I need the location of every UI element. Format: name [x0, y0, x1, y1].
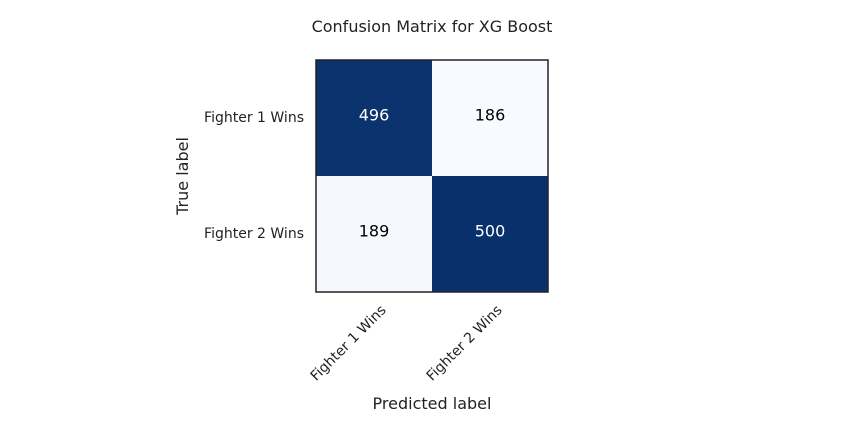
cell-value-label-1-1: 500: [475, 222, 506, 241]
heatmap-cell-0-1: [432, 60, 548, 176]
chart-title: Confusion Matrix for XG Boost: [312, 17, 553, 36]
cell-value-label-0-0: 496: [359, 106, 390, 125]
x-tick-label-0: Fighter 1 Wins: [308, 302, 390, 384]
y-axis-label: True label: [173, 137, 192, 216]
y-tick-label-0: Fighter 1 Wins: [204, 110, 304, 126]
y-tick-label-1: Fighter 2 Wins: [204, 226, 304, 242]
cell-value-label-1-0: 189: [359, 222, 390, 241]
heatmap-cells: 496 186 189 500: [316, 60, 548, 292]
heatmap-cell-1-0: [316, 176, 432, 292]
heatmap-frame: [315, 59, 549, 293]
heatmap-cell-1-1: [432, 176, 548, 292]
cell-value-label-0-1: 186: [475, 106, 506, 125]
x-axis-label: Predicted label: [373, 394, 492, 413]
heatmap-cell-0-0: [316, 60, 432, 176]
x-tick-label-1: Fighter 2 Wins: [424, 302, 506, 384]
